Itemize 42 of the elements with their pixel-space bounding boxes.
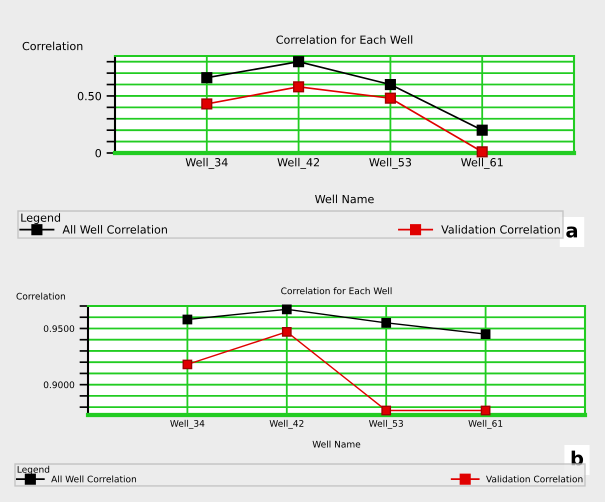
point [201, 72, 212, 84]
point [381, 318, 392, 328]
y-tick-label: 0.9500 [44, 325, 74, 332]
x-tick-label: Well_42 [270, 420, 304, 429]
point [293, 81, 304, 92]
x-tick-label: Well_61 [461, 158, 503, 169]
x-tick-label: Well_42 [277, 158, 320, 169]
x-axis-title: Well Name [312, 440, 360, 448]
point [182, 360, 192, 370]
x-axis-title: Well Name [315, 194, 374, 204]
point [384, 92, 396, 104]
legend-title: Legend [18, 466, 50, 475]
y-tick-label: 0.9000 [44, 381, 74, 388]
y-tick-label: 0.50 [78, 92, 102, 100]
chart-title: Correlation for Each Well [281, 287, 392, 294]
legend-label: Validation Correlation [441, 225, 560, 234]
x-tick-label: Well_34 [186, 158, 228, 169]
point [480, 406, 490, 416]
point [182, 314, 192, 324]
point [480, 329, 490, 339]
point [282, 326, 292, 337]
legend-label: Validation Correlation [486, 475, 582, 482]
x-tick-label: Well_53 [369, 158, 412, 169]
point [476, 124, 488, 136]
point [476, 146, 488, 158]
point [381, 406, 392, 416]
point [384, 78, 396, 90]
x-tick-label: Well_34 [170, 420, 204, 429]
legend-label: All Well Correlation [51, 475, 136, 482]
text: a [566, 226, 578, 238]
point [201, 98, 212, 110]
y-tick-label: 0 [95, 148, 102, 158]
chart-title: Correlation for Each Well [276, 35, 412, 44]
text: b [572, 450, 584, 466]
x-tick-label: Well_53 [369, 420, 403, 429]
x-tick-label: Well_61 [468, 420, 502, 429]
point [293, 56, 304, 68]
point [282, 304, 292, 314]
y-axis-title: Correlation [16, 292, 66, 300]
y-axis-title: Correlation [22, 42, 82, 50]
legend-title: Legend [21, 213, 60, 224]
legend-label: All Well Correlation [62, 225, 167, 234]
